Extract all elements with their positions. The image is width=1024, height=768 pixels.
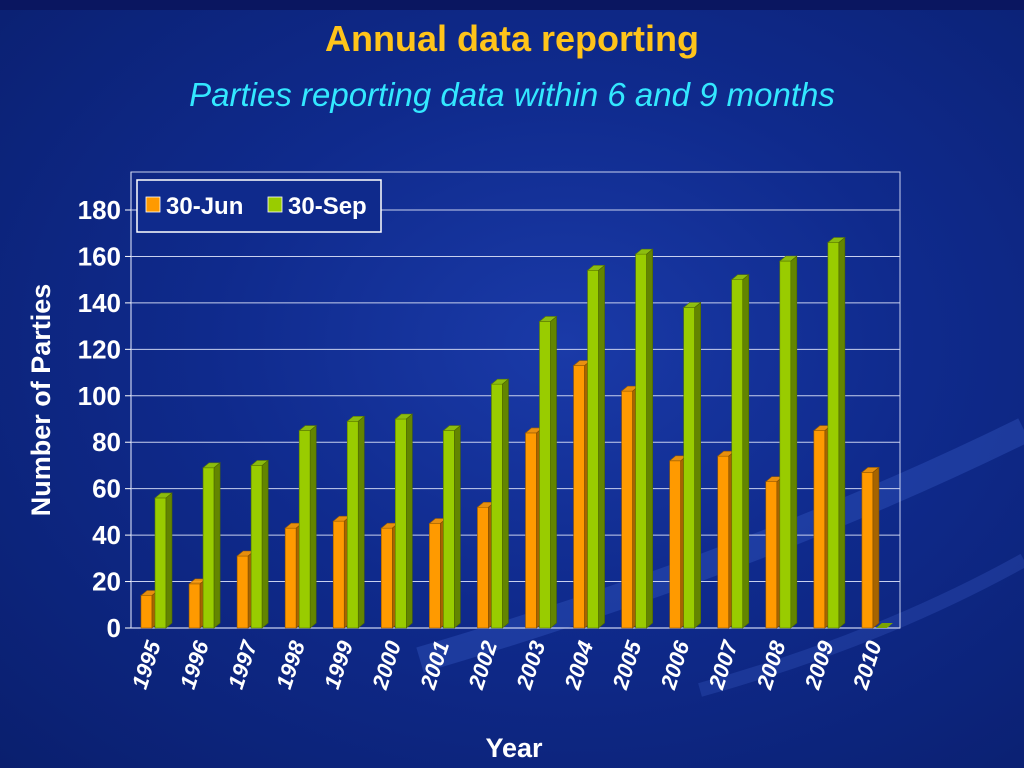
x-tick-label: 2009 bbox=[799, 637, 838, 693]
x-tick-label: 2002 bbox=[463, 637, 502, 693]
bar-sep-2004 bbox=[586, 264, 606, 629]
x-tick-label: 1995 bbox=[127, 637, 166, 692]
y-axis-label: Number of Parties bbox=[26, 284, 56, 517]
x-tick-label: 2005 bbox=[607, 637, 646, 693]
legend-swatch-sep bbox=[267, 196, 283, 213]
top-bar bbox=[0, 0, 1024, 10]
slide-subtitle: Parties reporting data within 6 and 9 mo… bbox=[189, 76, 835, 113]
x-tick-label: 1997 bbox=[223, 636, 262, 692]
y-tick-label: 180 bbox=[78, 195, 121, 225]
bar-sep-2006 bbox=[682, 301, 702, 629]
x-tick-label: 2003 bbox=[511, 638, 550, 693]
bar-sep-2005 bbox=[634, 248, 654, 629]
x-tick-label: 1998 bbox=[271, 637, 310, 692]
x-tick-label: 2000 bbox=[367, 637, 406, 693]
y-tick-label: 20 bbox=[92, 567, 121, 597]
bar-sep-1997 bbox=[250, 459, 269, 629]
x-tick-label: 2004 bbox=[559, 638, 598, 693]
bar-sep-2003 bbox=[538, 315, 558, 629]
x-tick-label: 2001 bbox=[415, 638, 454, 693]
bar-sep-2009 bbox=[827, 236, 846, 629]
bar-sep-2002 bbox=[490, 378, 510, 629]
bar-sep-2001 bbox=[442, 424, 462, 629]
y-tick-label: 80 bbox=[92, 427, 121, 457]
bar-jun-2010 bbox=[861, 466, 880, 629]
legend-swatch-jun bbox=[145, 196, 161, 213]
slide-title: Annual data reporting bbox=[324, 18, 699, 59]
legend-label-jun: 30-Jun bbox=[166, 193, 243, 220]
bar-sep-2007 bbox=[730, 274, 750, 629]
bar-sep-2000 bbox=[394, 413, 414, 629]
x-tick-label: 2007 bbox=[703, 636, 743, 693]
y-tick-label: 100 bbox=[78, 381, 121, 411]
y-tick-label: 60 bbox=[92, 474, 121, 504]
x-tick-label: 1996 bbox=[175, 637, 214, 692]
y-tick-label: 120 bbox=[78, 334, 121, 364]
y-tick-label: 0 bbox=[107, 613, 121, 643]
x-tick-label: 1999 bbox=[319, 637, 358, 692]
bar-sep-2008 bbox=[778, 255, 798, 629]
y-tick-label: 140 bbox=[78, 288, 121, 318]
y-tick-label: 160 bbox=[78, 241, 121, 271]
y-tick-label: 40 bbox=[92, 520, 121, 550]
bar-sep-1998 bbox=[298, 424, 318, 629]
x-axis-label: Year bbox=[485, 733, 543, 763]
bar-sep-1999 bbox=[346, 415, 366, 629]
x-tick-label: 2006 bbox=[655, 637, 694, 693]
bar-sep-1996 bbox=[202, 462, 221, 629]
x-tick-label: 2008 bbox=[751, 637, 790, 693]
legend-label-sep: 30-Sep bbox=[288, 193, 367, 220]
bar-sep-1995 bbox=[154, 492, 173, 629]
bar-sep-2010 bbox=[875, 623, 893, 628]
x-tick-label: 2010 bbox=[848, 637, 887, 693]
legend-box bbox=[136, 179, 382, 233]
